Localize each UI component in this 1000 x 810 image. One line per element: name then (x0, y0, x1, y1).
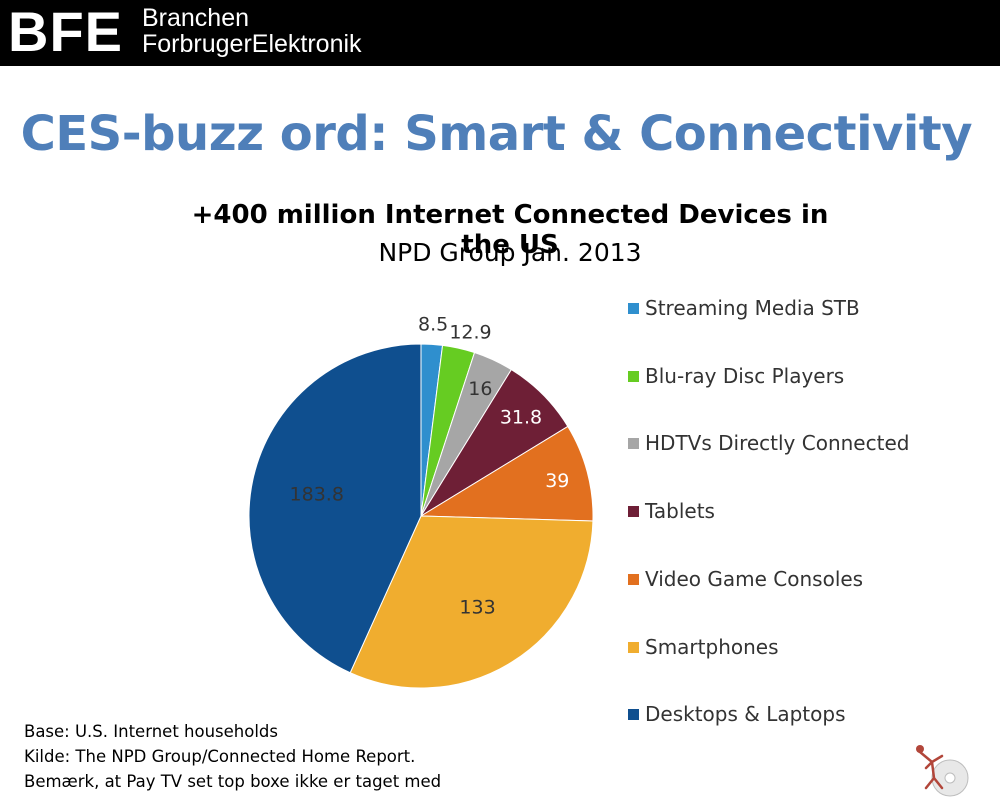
legend-item-smartphones: Smartphones (628, 635, 779, 659)
footnote-source: Kilde: The NPD Group/Connected Home Repo… (24, 747, 416, 766)
legend-swatch (628, 573, 639, 585)
legend-item-hdtvs-directly-connected: HDTVs Directly Connected (628, 431, 909, 455)
footnote-base: Base: U.S. Internet households (24, 722, 278, 741)
data-label-streaming-media-stb: 8.5 (418, 314, 448, 336)
legend-item-video-game-consoles: Video Game Consoles (628, 567, 863, 591)
pie-slice-desktops-laptops (248, 343, 422, 674)
legend-label: Blu-ray Disc Players (645, 363, 845, 388)
data-label-video-game-consoles: 39 (545, 470, 569, 492)
footnote-note: Bemærk, at Pay TV set top boxe ikke er t… (24, 772, 442, 791)
data-label-hdtvs-directly-connected: 16 (468, 378, 492, 400)
legend-item-desktops-laptops: Desktops & Laptops (628, 702, 846, 726)
pie-slice-smartphones (349, 515, 594, 689)
slide-title: CES-buzz ord: Smart & Connectivity (20, 106, 973, 162)
chart-subtitle: NPD Group Jan. 2013 (378, 238, 642, 267)
data-label-tablets: 31.8 (500, 407, 542, 429)
data-label-blu-ray-disc-players: 12.9 (449, 321, 491, 343)
legend-label: Desktops & Laptops (645, 702, 846, 727)
legend-swatch (628, 303, 639, 314)
legend-swatch (628, 438, 639, 450)
legend-swatch (628, 641, 639, 653)
chart-title: +400 million Internet Connected Devices … (191, 200, 829, 260)
header-bar: BFE Branchen ForbrugerElektronik (0, 0, 1000, 66)
brand-name-line2: ForbrugerElektronik (142, 30, 362, 58)
legend-item-blu-ray-disc-players: Blu-ray Disc Players (628, 364, 844, 388)
legend-label: Smartphones (645, 634, 779, 659)
data-label-smartphones: 133 (459, 596, 495, 618)
data-label-desktops-laptops: 183.8 (290, 484, 344, 506)
legend-swatch (628, 709, 639, 721)
legend-label: HDTVs Directly Connected (645, 431, 910, 456)
legend-item-streaming-media-stb: Streaming Media STB (628, 296, 860, 320)
legend-swatch (628, 370, 639, 382)
disc-figure-logo-icon (916, 745, 969, 797)
brand-name-line1: Branchen (142, 4, 250, 32)
legend-swatch (628, 506, 639, 518)
legend-label: Tablets (645, 499, 715, 524)
legend-label: Video Game Consoles (645, 566, 864, 591)
legend-label: Streaming Media STB (645, 296, 860, 320)
legend-item-tablets: Tablets (628, 499, 715, 523)
bfe-logo: BFE (8, 0, 123, 63)
pie-slice-video-game-consoles (419, 425, 594, 522)
